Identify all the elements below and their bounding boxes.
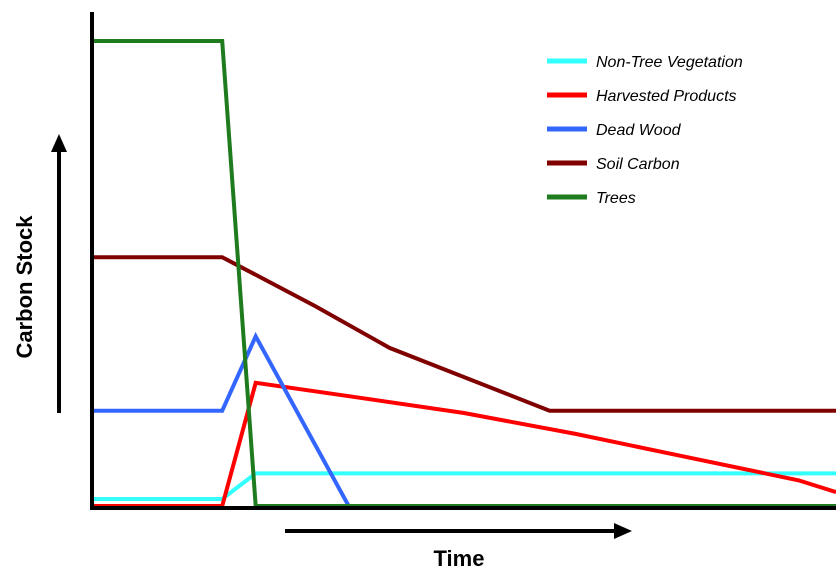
legend-label-non-tree-vegetation: Non-Tree Vegetation: [596, 54, 743, 71]
legend: Non-Tree Vegetation Harvested Products Dea…: [547, 54, 743, 207]
legend-label-dead-wood: Dead Wood: [596, 122, 682, 139]
legend-label-soil-carbon: Soil Carbon: [596, 156, 680, 173]
legend-label-harvested-products: Harvested Products: [596, 88, 737, 105]
series-layer: [92, 39, 836, 508]
series-line-soil-carbon: [92, 255, 836, 413]
series-line-dead-wood: [92, 331, 836, 508]
x-direction-arrow: [285, 523, 632, 539]
x-axis-label: Time: [434, 546, 485, 571]
y-direction-arrow: [51, 134, 67, 413]
series-line-trees: [92, 39, 836, 508]
series-line-harvested-products: [92, 380, 836, 508]
series-line-non-tree-vegetation: [92, 471, 836, 501]
legend-label-trees: Trees: [596, 190, 636, 207]
y-axis-label: Carbon Stock: [12, 215, 37, 359]
